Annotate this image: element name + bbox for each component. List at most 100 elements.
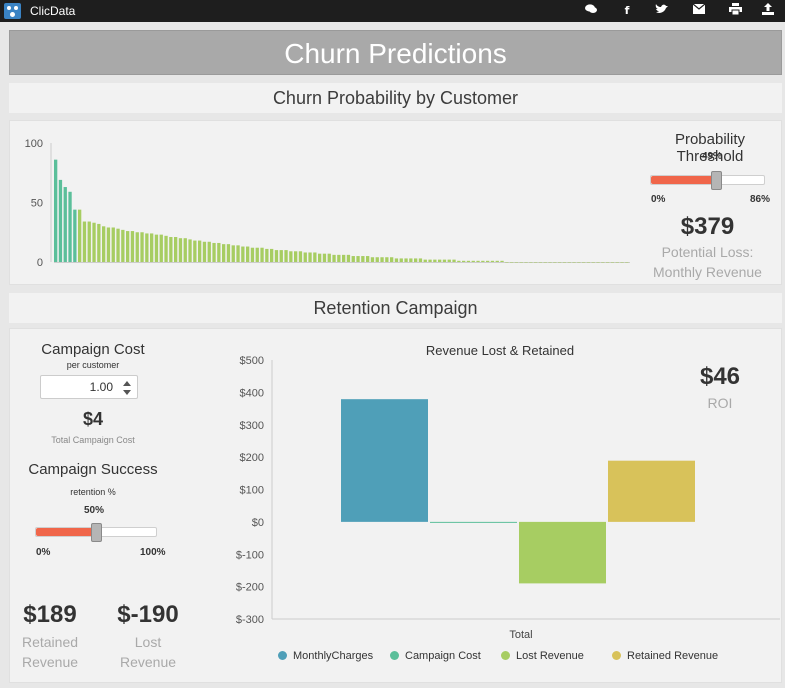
churn-bar <box>265 248 269 262</box>
churn-bar <box>370 257 375 262</box>
page-title-banner: Churn Predictions <box>9 30 782 75</box>
campaign-cost-input[interactable]: 1.00 <box>40 375 138 399</box>
revenue-y-tick-label: $-300 <box>236 614 264 626</box>
legend-item[interactable]: MonthlyCharges <box>278 650 373 662</box>
revenue-y-tick-label: $300 <box>240 420 264 432</box>
churn-bar <box>394 258 399 262</box>
revenue-y-tick-label: $-200 <box>236 582 264 594</box>
churn-bar <box>207 241 211 262</box>
churn-bar <box>471 260 475 262</box>
campaign-success-label: Campaign Success <box>28 461 158 478</box>
threshold-slider[interactable] <box>650 171 765 190</box>
churn-bar <box>226 244 231 262</box>
page-title: Churn Predictions <box>284 38 507 69</box>
legend-swatch <box>390 651 399 660</box>
churn-bar <box>457 260 461 262</box>
churn-y-tick-label: 100 <box>25 138 43 150</box>
spin-up-icon[interactable] <box>123 381 131 386</box>
churn-bar <box>198 240 202 262</box>
twitter-icon[interactable] <box>654 3 670 19</box>
spin-down-icon[interactable] <box>123 390 131 395</box>
churn-bar <box>135 232 139 262</box>
churn-bar <box>183 238 187 262</box>
campaign-success-min: 0% <box>36 547 51 558</box>
churn-section-title: Churn Probability by Customer <box>9 83 782 113</box>
churn-bar <box>510 262 514 263</box>
churn-bar <box>303 252 307 262</box>
churn-bar <box>294 251 298 262</box>
revenue-y-tick-label: $-100 <box>236 549 264 561</box>
churn-bar <box>596 262 600 263</box>
roi-label: ROI <box>707 395 733 411</box>
revenue-bar-monthlycharges <box>341 399 428 522</box>
clicdata-logo-icon[interactable] <box>4 3 21 19</box>
campaign-success-slider-fill <box>36 528 96 536</box>
churn-bar <box>169 237 173 262</box>
export-icon[interactable] <box>760 3 776 19</box>
churn-bar <box>260 247 264 262</box>
churn-bar <box>452 259 456 262</box>
campaign-success-slider[interactable] <box>35 523 157 542</box>
churn-bar <box>423 259 427 262</box>
roi-value: $46 <box>699 363 741 390</box>
total-campaign-cost-value: $4 <box>82 409 104 429</box>
churn-bar <box>380 257 384 262</box>
legend-label: MonthlyCharges <box>293 650 374 662</box>
revenue-lost-retained-chart: Revenue Lost & Retained $-300 $-200 $-100 $… <box>236 343 780 641</box>
retained-revenue-label-line2: Revenue <box>21 654 79 670</box>
churn-bar <box>548 262 552 263</box>
threshold-min: 0% <box>651 194 666 205</box>
churn-bar <box>514 262 519 263</box>
comment-icon[interactable] <box>583 3 599 19</box>
campaign-cost-input-value: 1.00 <box>89 380 113 394</box>
campaign-success-slider-handle[interactable] <box>91 523 102 542</box>
retained-revenue-label-line1: Retained <box>21 634 79 650</box>
revenue-y-tick-label: $400 <box>240 387 264 399</box>
churn-bar <box>246 246 250 262</box>
legend-swatch <box>612 651 621 660</box>
churn-bar <box>284 250 288 262</box>
churn-bar <box>236 245 240 262</box>
churn-bar <box>337 254 341 262</box>
churn-bar <box>313 252 317 262</box>
legend-swatch <box>278 651 287 660</box>
print-icon[interactable] <box>727 3 743 19</box>
churn-bar <box>116 228 120 262</box>
churn-bar <box>212 242 216 262</box>
email-icon[interactable] <box>691 3 707 19</box>
campaign-panel: Campaign Cost per customer 1.00 $4 Total… <box>9 328 782 683</box>
churn-bar <box>78 209 82 262</box>
churn-bar <box>68 191 72 262</box>
churn-bar <box>481 260 485 262</box>
churn-bar <box>538 262 543 263</box>
campaign-success-max: 100% <box>140 547 166 558</box>
revenue-bar-retained-revenue <box>608 460 695 522</box>
churn-bar <box>466 260 471 262</box>
churn-bar <box>58 179 63 262</box>
churn-bar <box>342 254 346 262</box>
legend-item[interactable]: Lost Revenue <box>501 650 584 662</box>
revenue-y-tick-label: $0 <box>252 517 264 529</box>
churn-bar <box>447 259 451 262</box>
threshold-slider-handle[interactable] <box>710 171 722 190</box>
legend-item[interactable]: Campaign Cost <box>390 650 481 662</box>
retained-revenue-value: $189 <box>23 601 77 628</box>
churn-bar <box>505 262 509 263</box>
legend-item[interactable]: Retained Revenue <box>612 650 718 662</box>
campaign-success-sublabel: retention % <box>70 487 116 497</box>
facebook-icon[interactable]: f <box>624 4 630 17</box>
churn-bar <box>274 250 279 262</box>
churn-bar <box>322 253 327 262</box>
churn-bar <box>582 262 586 263</box>
revenue-bar-lost-revenue <box>519 521 606 584</box>
churn-bar <box>428 259 432 262</box>
churn-bar <box>500 260 504 262</box>
churn-bar <box>519 262 523 263</box>
churn-bar <box>255 247 259 262</box>
churn-bar <box>606 262 610 263</box>
legend-label: Lost Revenue <box>516 650 584 662</box>
churn-bar <box>222 244 226 262</box>
churn-bar <box>433 259 437 262</box>
churn-bar <box>150 233 154 262</box>
app-name: ClicData <box>30 4 76 18</box>
